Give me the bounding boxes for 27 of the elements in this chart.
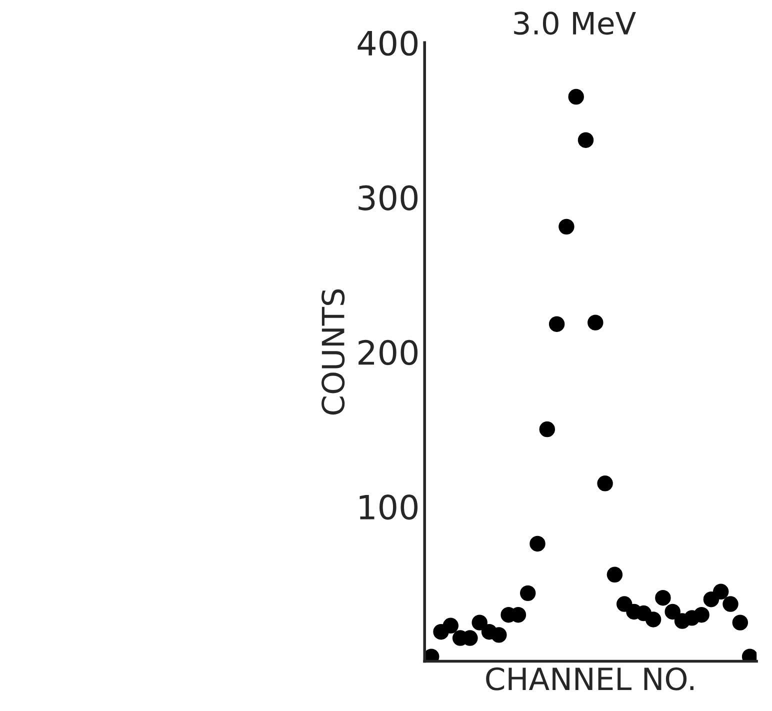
chart-title: 3.0 MeV	[514, 12, 636, 35]
point	[588, 314, 604, 330]
point	[655, 590, 671, 606]
point	[520, 585, 536, 602]
point	[568, 88, 584, 105]
point	[539, 421, 556, 438]
y-tick-label: 300	[358, 185, 418, 210]
point	[732, 614, 748, 630]
point	[664, 604, 680, 620]
y-axis-title: COUNTS	[322, 289, 345, 415]
y-tick-label: 400	[358, 30, 418, 56]
point	[558, 218, 574, 235]
y-tick-label: 200	[358, 340, 418, 366]
point	[694, 606, 710, 623]
point	[722, 596, 738, 612]
point	[530, 536, 546, 552]
point	[472, 614, 488, 630]
point	[548, 316, 565, 332]
point	[645, 612, 662, 628]
y-tick-label: 100	[360, 494, 418, 520]
point	[597, 476, 613, 492]
point	[578, 132, 594, 148]
point	[442, 618, 459, 634]
point	[491, 627, 507, 643]
x-axis-title: CHANNEL NO.	[486, 667, 694, 690]
point	[712, 584, 729, 600]
point	[606, 566, 623, 582]
